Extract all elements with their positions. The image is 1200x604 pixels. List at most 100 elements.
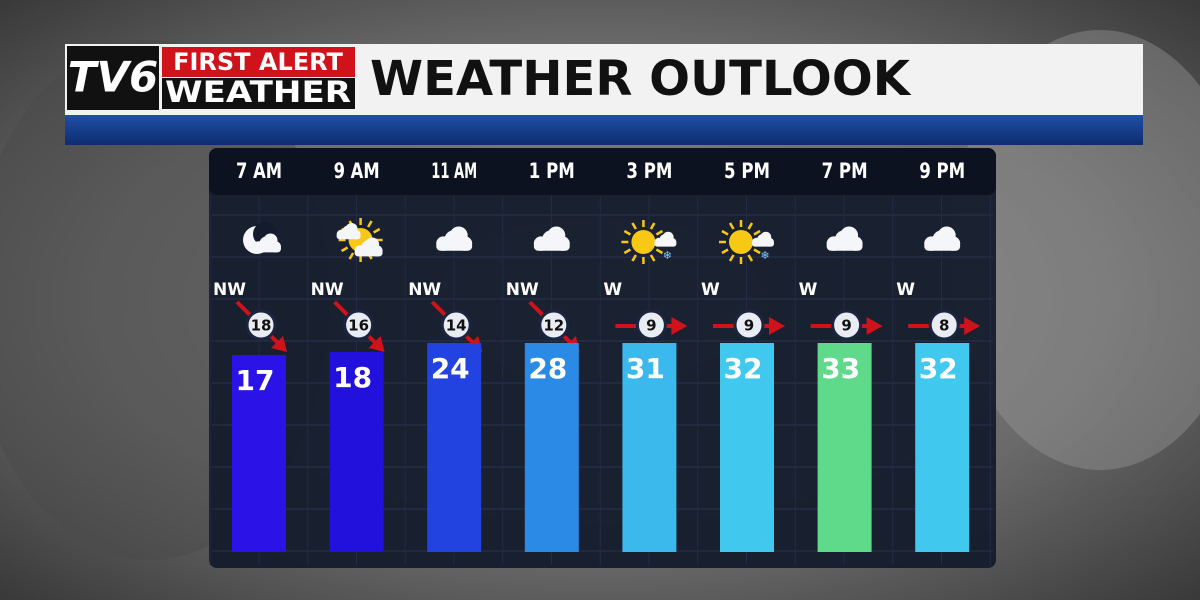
logo-line2: WEATHER	[165, 75, 351, 109]
wind-badge	[733, 309, 765, 341]
temperature: 32	[724, 352, 763, 385]
temp-bar	[427, 343, 482, 552]
temp-bar	[622, 343, 677, 552]
wind-arrowhead	[671, 317, 688, 335]
wind-speed: 16	[348, 317, 369, 335]
wind-arrowhead	[769, 317, 785, 335]
wind-badge	[440, 309, 472, 341]
cloud-base	[752, 241, 774, 247]
time-label: 1 PM	[529, 159, 575, 183]
sun-ray	[348, 252, 355, 260]
temperature: 17	[236, 364, 275, 397]
logo-channel: TV6	[68, 53, 158, 102]
cloud-icon	[253, 233, 281, 253]
wind-speed: 18	[251, 317, 272, 335]
wind-speed: 8	[939, 317, 949, 335]
wind-direction: NW	[213, 280, 246, 300]
wind-arrowhead	[271, 336, 287, 352]
wind-arrowhead	[964, 317, 981, 335]
sun-ray	[623, 248, 632, 255]
sun-ray	[655, 229, 664, 236]
wind-direction: W	[603, 280, 622, 300]
cloud-base	[924, 241, 961, 251]
sun-ray	[728, 254, 735, 262]
sun-ray	[747, 222, 754, 230]
cloud-puff	[263, 233, 278, 248]
sun-ray	[655, 248, 664, 255]
sun-ray	[631, 222, 637, 230]
logo-line1: FIRST ALERT	[173, 48, 343, 76]
wind-speed: 9	[646, 317, 656, 335]
snowflake: ❄	[663, 249, 672, 262]
temp-bar	[329, 352, 384, 552]
cloud-puff	[345, 223, 358, 235]
temperature: 31	[626, 352, 665, 385]
time-label: 7 PM	[822, 159, 868, 183]
cloud-icon	[533, 226, 570, 251]
time-label: 9 PM	[919, 159, 965, 183]
temperature: 18	[333, 361, 372, 394]
cloud-icon	[752, 231, 774, 247]
temp-bar	[720, 343, 774, 552]
cloud-puff	[449, 226, 468, 245]
wind-speed: 9	[744, 317, 754, 335]
logo-box	[67, 46, 159, 110]
sun-ray	[728, 222, 735, 230]
wind-speed: 9	[841, 317, 851, 335]
sun-ray	[340, 246, 349, 253]
wind-direction: NW	[311, 280, 344, 300]
cloud-base	[436, 241, 473, 251]
temperature: 32	[919, 352, 958, 385]
cloud-base	[253, 245, 281, 253]
temp-bar	[524, 343, 579, 552]
cloud-base	[654, 241, 677, 247]
sun-ray	[367, 220, 373, 228]
snowflake: ❄	[760, 249, 769, 262]
time-label: 3 PM	[626, 159, 672, 183]
cloud-puff	[760, 231, 772, 243]
sun-ray	[721, 248, 729, 255]
cloud-puff	[547, 226, 566, 245]
time-label: 7 AM	[236, 159, 282, 183]
wind-direction: W	[799, 280, 818, 300]
cloud-base	[826, 241, 863, 251]
wind-arrowhead	[368, 336, 385, 352]
wind-badge	[538, 309, 570, 341]
temp-bar	[232, 355, 286, 552]
sun-ray	[372, 227, 381, 234]
time-label: 5 PM	[724, 159, 770, 183]
cloud-puff	[662, 231, 674, 243]
sun-ray	[721, 229, 729, 236]
wind-direction: NW	[506, 280, 539, 300]
temperature: 24	[431, 352, 470, 385]
temp-bar	[817, 343, 872, 552]
sun-ray	[753, 229, 761, 236]
wind-speed: 14	[446, 317, 467, 335]
header-strip	[65, 115, 1143, 145]
temperature: 28	[528, 352, 567, 385]
cloud-icon	[654, 231, 677, 247]
sun	[631, 230, 656, 254]
cloud-base	[354, 249, 383, 257]
panel	[209, 148, 996, 568]
cloud-icon	[924, 226, 961, 251]
panel-header	[209, 148, 996, 195]
wind-badge	[635, 309, 667, 341]
logo-red	[162, 47, 355, 77]
wind-direction: W	[701, 280, 720, 300]
cloud-icon	[354, 237, 383, 257]
wind-arrowhead	[866, 317, 883, 335]
wind-badge	[831, 309, 863, 341]
wind-badge	[928, 309, 960, 341]
temperature: 33	[821, 352, 860, 385]
wind-badge	[245, 309, 277, 341]
title: WEATHER OUTLOOK	[370, 51, 912, 107]
logo-black	[162, 78, 355, 109]
wind-direction: W	[896, 280, 915, 300]
time-label: 9 AM	[334, 159, 380, 183]
sun-ray	[747, 254, 754, 262]
cloud-icon	[436, 226, 473, 251]
